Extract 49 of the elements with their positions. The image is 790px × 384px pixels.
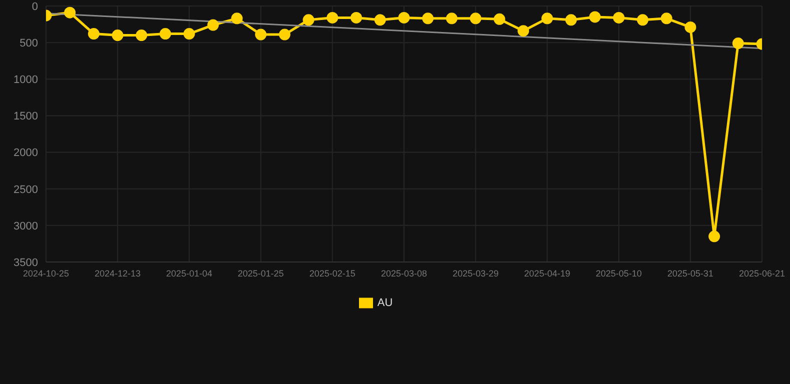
point bbox=[398, 12, 410, 24]
point bbox=[136, 30, 148, 42]
y-tick-label: 1500 bbox=[14, 110, 38, 123]
point bbox=[565, 14, 577, 26]
point bbox=[255, 28, 267, 40]
point bbox=[207, 19, 219, 31]
y-tick-label: 3000 bbox=[14, 220, 38, 232]
x-tick-label: 2025-05-10 bbox=[596, 268, 642, 278]
y-tick-label: 500 bbox=[20, 37, 38, 50]
x-tick-label: 2025-04-19 bbox=[524, 268, 570, 278]
point bbox=[636, 14, 648, 26]
x-tick-label: 2025-02-15 bbox=[309, 268, 356, 278]
point bbox=[183, 28, 195, 40]
x-tick-label: 2024-12-13 bbox=[94, 268, 141, 278]
point bbox=[518, 25, 530, 37]
point bbox=[684, 21, 696, 33]
point bbox=[732, 38, 744, 50]
point bbox=[708, 230, 720, 242]
point bbox=[613, 12, 625, 24]
point bbox=[660, 12, 672, 24]
y-tick-label: 3500 bbox=[14, 256, 38, 269]
point bbox=[470, 12, 482, 24]
x-tick-label: 2025-01-04 bbox=[166, 268, 212, 278]
point bbox=[231, 12, 243, 24]
x-tick-label: 2025-05-31 bbox=[667, 268, 714, 278]
point bbox=[541, 12, 553, 24]
point bbox=[326, 12, 338, 24]
point bbox=[160, 28, 172, 40]
y-tick-label: 2000 bbox=[14, 147, 38, 160]
point bbox=[88, 28, 100, 40]
point bbox=[64, 6, 76, 18]
legend-label: AU bbox=[377, 296, 393, 309]
point bbox=[374, 14, 386, 26]
point bbox=[112, 30, 124, 42]
y-tick-label: 0 bbox=[32, 0, 38, 13]
x-tick-label: 2025-06-21 bbox=[738, 268, 786, 278]
x-tick-label: 2025-03-29 bbox=[452, 268, 499, 278]
point bbox=[422, 12, 434, 24]
point bbox=[278, 28, 290, 40]
point bbox=[302, 14, 314, 26]
x-tick-label: 2025-03-08 bbox=[380, 268, 428, 278]
point bbox=[446, 12, 458, 24]
point bbox=[494, 13, 506, 25]
y-tick-label: 1000 bbox=[14, 74, 38, 86]
x-tick-label: 2025-01-25 bbox=[238, 268, 284, 278]
y-tick-label: 2500 bbox=[14, 184, 38, 196]
point bbox=[589, 11, 601, 23]
x-tick-label: 2024-10-25 bbox=[22, 268, 70, 278]
point bbox=[350, 12, 362, 24]
